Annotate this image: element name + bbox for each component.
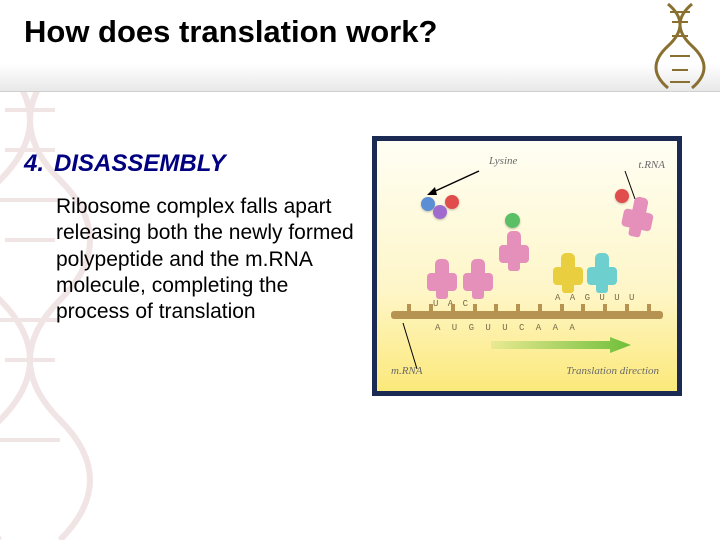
mrna-strand-icon [391, 311, 663, 319]
trna-icon [553, 253, 583, 293]
translation-direction-arrow-icon [491, 337, 631, 353]
slide-content: 4. DISASSEMBLY Ribosome complex falls ap… [0, 92, 720, 396]
section-subtitle: DISASSEMBLY [54, 150, 226, 178]
figure-label-trna: t.RNA [638, 159, 665, 171]
trna-icon [427, 259, 457, 299]
section-number: 4. [24, 150, 44, 178]
page-title: How does translation work? [24, 14, 696, 50]
anticodon-right: A A G U U U [555, 293, 636, 303]
section-heading: 4. DISASSEMBLY [24, 150, 354, 178]
amino-acid-icon [433, 205, 447, 219]
trna-icon [587, 253, 617, 293]
text-column: 4. DISASSEMBLY Ribosome complex falls ap… [24, 150, 354, 396]
dna-corner-icon [650, 2, 710, 90]
figure-label-direction: Translation direction [566, 365, 659, 377]
figure-label-mrna: m.RNA [391, 365, 422, 377]
mrna-sequence: A U G U U C A A A [435, 323, 578, 333]
slide-header: How does translation work? [0, 0, 720, 92]
amino-acid-icon [505, 213, 520, 228]
translation-figure: Lysine t.RNA m.RNA Translation direction [372, 136, 682, 396]
trna-icon [463, 259, 493, 299]
section-body: Ribosome complex falls apart releasing b… [56, 194, 354, 325]
lysine-arrow-icon [425, 169, 481, 197]
figure-label-lysine: Lysine [489, 155, 517, 167]
trna-icon [499, 231, 529, 271]
amino-acid-icon [445, 195, 459, 209]
